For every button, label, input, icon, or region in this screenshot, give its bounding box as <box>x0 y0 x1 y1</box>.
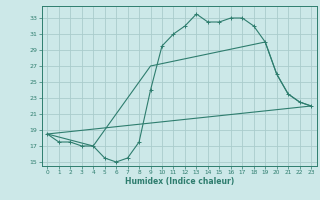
X-axis label: Humidex (Indice chaleur): Humidex (Indice chaleur) <box>124 177 234 186</box>
